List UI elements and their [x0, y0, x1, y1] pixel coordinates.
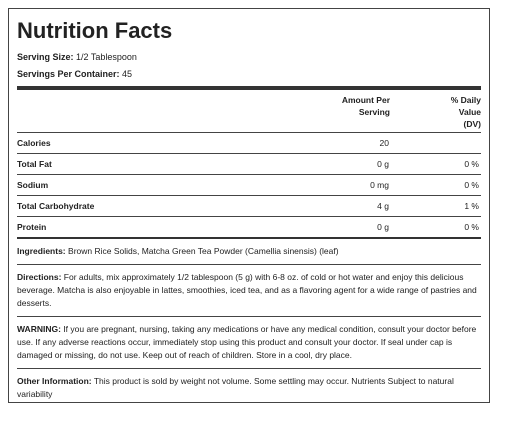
nutrient-name: Protein: [17, 222, 47, 232]
daily-value: 1 %: [464, 201, 479, 211]
amount: 0 mg: [370, 180, 389, 190]
note: Other Information: This product is sold …: [17, 369, 481, 407]
table-header: Amount Per Serving % Daily Value (DV): [17, 90, 481, 132]
note-label: Ingredients:: [17, 246, 66, 256]
note: Ingredients: Brown Rice Solids, Matcha G…: [17, 239, 481, 264]
nutrient-name: Total Fat: [17, 159, 52, 169]
daily-value: 0 %: [464, 180, 479, 190]
nutrient-name: Total Carbohydrate: [17, 201, 95, 211]
servings-per-container: Servings Per Container: 45: [17, 66, 481, 83]
table-row: Sodium 0 mg 0 %: [17, 174, 481, 195]
amount: 0 g: [377, 222, 389, 232]
amount: 4 g: [377, 201, 389, 211]
nutrient-name: Calories: [17, 138, 51, 148]
daily-value: 0 %: [464, 222, 479, 232]
note-text: If you are pregnant, nursing, taking any…: [17, 324, 477, 360]
value: 1/2 Tablespoon: [76, 52, 137, 62]
table-row: Total Fat 0 g 0 %: [17, 153, 481, 174]
nutrition-label: Nutrition Facts Serving Size: 1/2 Tables…: [8, 8, 490, 403]
label: Servings Per Container:: [17, 69, 120, 79]
note-label: Other Information:: [17, 376, 92, 386]
amount: 20: [379, 138, 389, 148]
divider: [17, 86, 481, 90]
nutrient-name: Sodium: [17, 180, 49, 190]
note: Directions: For adults, mix approximatel…: [17, 265, 481, 316]
label: Serving Size:: [17, 52, 74, 62]
amount: 0 g: [377, 159, 389, 169]
note-text: For adults, mix approximately 1/2 tables…: [17, 272, 477, 308]
note-text: This product is sold by weight not volum…: [17, 376, 454, 399]
divider: [17, 264, 481, 265]
notes: Ingredients: Brown Rice Solids, Matcha G…: [17, 239, 481, 407]
serving-size: Serving Size: 1/2 Tablespoon: [17, 49, 481, 66]
note-label: WARNING:: [17, 324, 61, 334]
table-row: Protein 0 g 0 %: [17, 216, 481, 237]
daily-value: 0 %: [464, 159, 479, 169]
divider: [17, 237, 481, 239]
column-header: % Daily Value (DV): [450, 95, 481, 129]
note-text: Brown Rice Solids, Matcha Green Tea Powd…: [68, 246, 339, 256]
value: 45: [122, 69, 133, 79]
divider: [17, 316, 481, 317]
table-row: Calories 20: [17, 132, 481, 153]
title: Nutrition Facts: [17, 18, 173, 43]
divider: [17, 368, 481, 369]
column-header: Amount Per Serving: [341, 95, 390, 117]
note-label: Directions:: [17, 272, 62, 282]
note: WARNING: If you are pregnant, nursing, t…: [17, 317, 481, 368]
table-row: Total Carbohydrate 4 g 1 %: [17, 195, 481, 216]
